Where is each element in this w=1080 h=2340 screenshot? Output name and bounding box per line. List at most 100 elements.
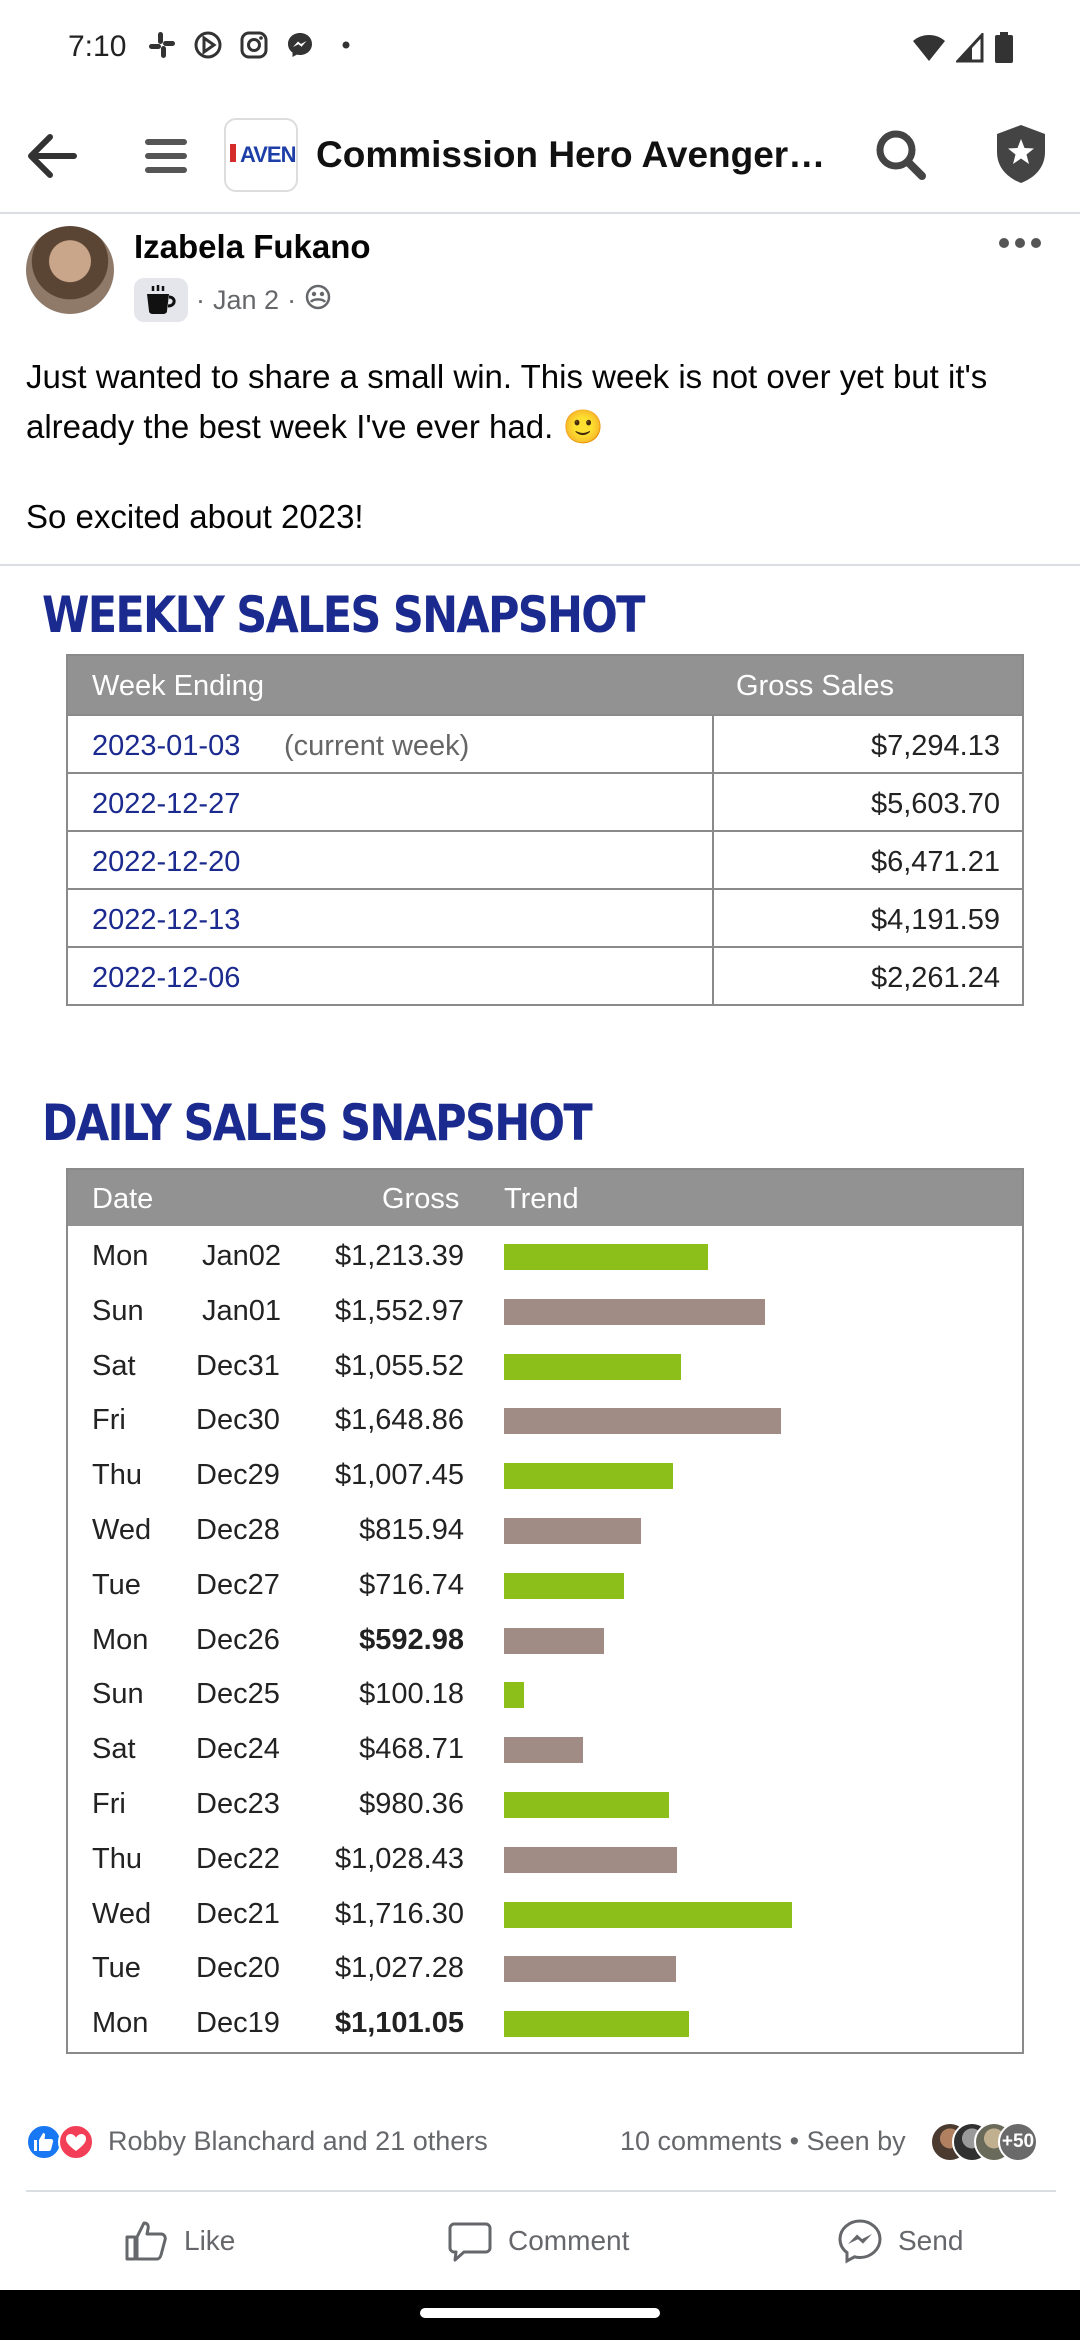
app-bar: AVENG Commission Hero Avengers…: [0, 96, 1080, 214]
daily-snapshot-title: DAILY SALES SNAPSHOT: [42, 1094, 593, 1152]
like-reaction-icon: [26, 2124, 62, 2160]
divider: [0, 564, 1080, 566]
daily-day: Sat: [92, 1349, 136, 1382]
member-badge[interactable]: [134, 278, 188, 322]
daily-row: Tue Dec27 $716.74: [68, 1559, 1022, 1613]
send-button[interactable]: Send: [836, 2206, 963, 2276]
reactions-text[interactable]: Robby Blanchard and 21 others: [108, 2126, 488, 2156]
daily-gross: $815.94: [359, 1514, 464, 1546]
dot-icon: [330, 30, 362, 62]
daily-date: Dec28: [196, 1514, 280, 1546]
daily-row: Sat Dec31 $1,055.52: [68, 1340, 1022, 1394]
daily-gross: $1,007.45: [334, 1459, 464, 1492]
daily-table-header: Date Gross Trend: [68, 1170, 1022, 1226]
system-nav-bar: [0, 2290, 1080, 2340]
signal-icon: [954, 31, 984, 68]
back-arrow-icon: [28, 134, 77, 178]
daily-day: Wed: [92, 1514, 152, 1546]
daily-day: Fri: [92, 1404, 126, 1437]
week-gross-sales: $5,603.70: [870, 788, 1000, 820]
daily-day: Mon: [92, 1240, 149, 1272]
daily-gross: $468.71: [359, 1733, 464, 1766]
daily-gross: $1,552.97: [334, 1294, 464, 1327]
comments-count[interactable]: 10 comments: [620, 2126, 783, 2156]
admin-shield-button[interactable]: [992, 122, 1050, 186]
trend-bar: [504, 1956, 677, 1983]
week-gross-sales: $2,261.24: [870, 962, 1000, 994]
daily-date: Dec29: [196, 1459, 280, 1492]
weekly-sales-table: Week Ending Gross Sales 2023-01-03 (curre…: [66, 654, 1024, 1006]
like-button[interactable]: Like: [122, 2206, 235, 2276]
daily-day: Sun: [92, 1294, 144, 1327]
daily-date: Dec19: [196, 2007, 280, 2040]
daily-sales-table: Date Gross Trend Mon Jan02 $1,213.39 Sun Jan…: [66, 1168, 1024, 2054]
week-ending-date: 2022-12-06: [92, 962, 241, 994]
daily-day: Tue: [92, 1568, 141, 1601]
post-text-line2: So excited about 2023!: [26, 498, 364, 535]
weekly-row: 2022-12-27 $5,603.70: [68, 772, 1022, 830]
post-date[interactable]: Jan 2: [213, 284, 280, 315]
status-bar: 7:10: [0, 0, 1080, 96]
header-date: Date: [92, 1183, 154, 1215]
home-handle[interactable]: [420, 2308, 660, 2318]
group-thumbnail[interactable]: AVENG: [224, 118, 298, 192]
daily-row: Fri Dec30 $1,648.86: [68, 1394, 1022, 1448]
comment-label: Comment: [508, 2225, 630, 2256]
daily-row: Thu Dec29 $1,007.45: [68, 1449, 1022, 1503]
trend-bar: [504, 1463, 674, 1490]
reaction-icons[interactable]: [26, 2122, 102, 2162]
search-button[interactable]: [870, 124, 932, 186]
seen-by-label[interactable]: Seen by: [806, 2126, 906, 2156]
header-trend: Trend: [504, 1183, 579, 1215]
column-divider: [712, 832, 714, 888]
daily-date: Dec24: [196, 1733, 280, 1766]
group-title[interactable]: Commission Hero Avengers…: [316, 134, 836, 175]
daily-day: Tue: [92, 1952, 141, 1985]
seen-by-avatars[interactable]: +50: [930, 2122, 1078, 2162]
comments-seen-text[interactable]: 10 comments • Seen by: [620, 2126, 906, 2157]
trend-bar: [504, 1627, 604, 1654]
daily-row: Wed Dec21 $1,716.30: [68, 1888, 1022, 1942]
seen-extra-count: +50: [998, 2122, 1038, 2162]
search-icon: [876, 130, 926, 180]
group-privacy-icon: [304, 283, 332, 318]
wifi-icon: [912, 33, 946, 68]
daily-day: Thu: [92, 1842, 142, 1875]
weekly-table-header: Week Ending Gross Sales: [68, 656, 1022, 714]
daily-day: Fri: [92, 1788, 126, 1820]
daily-gross: $716.74: [359, 1568, 464, 1601]
post-meta: · Jan 2 ·: [134, 278, 332, 322]
daily-row: Mon Jan02 $1,213.39: [68, 1230, 1022, 1284]
author-name[interactable]: Izabela Fukano: [134, 228, 371, 265]
daily-row: Mon Dec19 $1,101.05: [68, 1997, 1022, 2051]
daily-row: Mon Dec26 $592.98: [68, 1614, 1022, 1668]
header-gross-sales: Gross Sales: [736, 670, 894, 702]
daily-day: Mon: [92, 1623, 149, 1656]
back-button[interactable]: [22, 126, 86, 186]
daily-row: Tue Dec20 $1,027.28: [68, 1942, 1022, 1996]
comment-button[interactable]: Comment: [446, 2206, 629, 2276]
post-actions: Like Comment Send: [0, 2206, 1080, 2290]
messenger-send-icon: [838, 2219, 882, 2264]
author-avatar[interactable]: [26, 226, 114, 314]
daily-gross: $100.18: [359, 1678, 464, 1711]
trend-bar: [504, 1298, 765, 1325]
daily-gross: $1,213.39: [334, 1240, 464, 1272]
logo-mark: [230, 144, 236, 162]
post-image[interactable]: WEEKLY SALES SNAPSHOT Week Ending Gross …: [0, 566, 1080, 2080]
trend-bar: [504, 1737, 583, 1764]
messenger-icon: [284, 30, 316, 62]
more-options-button[interactable]: [996, 228, 1044, 258]
daily-date: Dec30: [196, 1404, 280, 1437]
bullet-separator: •: [789, 2126, 807, 2156]
meta-separator-2: ·: [287, 284, 297, 315]
menu-button[interactable]: [138, 128, 194, 184]
week-ending-date: 2023-01-03: [92, 730, 241, 762]
header-gross: Gross: [382, 1183, 460, 1215]
trend-bar: [504, 1244, 708, 1270]
reactions-bar: Robby Blanchard and 21 others 10 comment…: [26, 2122, 1056, 2162]
daily-gross: $1,028.43: [334, 1842, 464, 1875]
daily-date: Dec20: [196, 1952, 280, 1985]
more-dots-icon: [999, 238, 1041, 248]
trend-bar: [504, 1408, 781, 1435]
